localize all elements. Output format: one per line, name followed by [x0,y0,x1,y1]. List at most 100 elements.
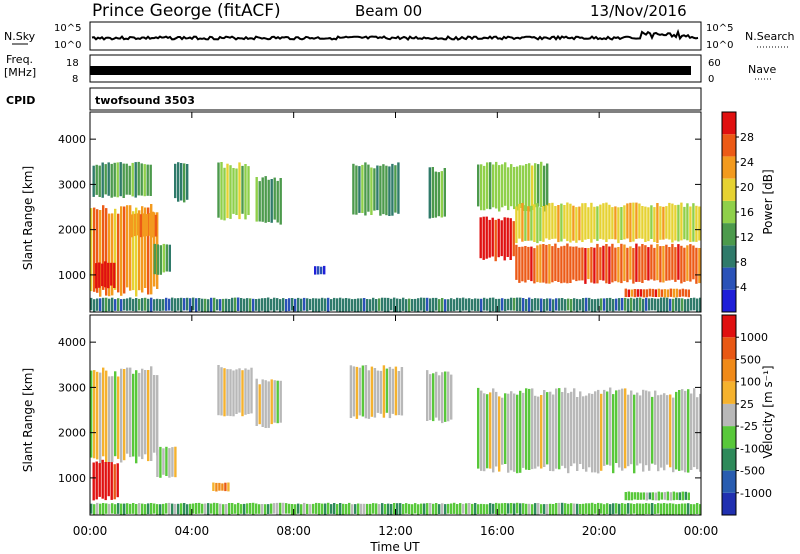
velocity-cell-region-6 [376,370,380,413]
colorbar-tick-label: 20 [740,181,754,194]
velocity-cell-region-10 [270,503,273,514]
velocity-cell-region-2 [174,446,177,478]
power-cell-region-16 [588,297,591,311]
velocity-cell-region-10 [219,503,222,515]
power-cell-region-13 [569,246,572,283]
power-cell-region-12 [503,217,506,261]
velocity-cell-region-10 [612,503,615,515]
power-cell-region-13 [575,246,578,282]
power-cell-region-12 [482,216,485,260]
power-cell-region-16 [642,298,645,312]
velocity-cell-region-10 [693,504,696,515]
velocity-cell-region-10 [273,503,276,514]
power-cell-region-16 [453,299,456,312]
power-cell-region-13 [524,246,527,283]
power-colorbar: 28 24 20 16 12 8 4 [721,111,754,313]
velocity-cell-region-10 [441,503,444,515]
power-cell-region-16 [420,297,423,311]
velocity-cell-region-9 [672,491,675,501]
power-cell-region-5 [186,164,189,200]
velocity-cell-region-8 [540,395,543,469]
power-cell-region-2 [137,161,140,196]
power-cell-region-10 [431,167,434,218]
freq-tick-top: 18 [66,58,79,69]
power-cell-region-16 [537,298,540,311]
power-cell-region-1 [98,262,101,288]
velocity-cell-region-5 [279,380,282,423]
velocity-cell-region-10 [279,502,282,515]
power-cell-region-2 [119,162,122,197]
velocity-cell-region-8 [588,393,591,468]
velocity-cell-region-10 [624,503,627,515]
power-cell-region-13 [692,245,695,280]
power-cell-region-16 [366,299,369,312]
power-cell-region-12 [491,217,494,257]
velocity-cell-region-10 [435,503,438,515]
power-cell-region-16 [381,297,384,311]
power-cell-region-14 [539,207,542,242]
power-cell-region-16 [132,298,135,311]
colorbar-tick-label: 500 [740,353,761,366]
velocity-cell-region-10 [333,503,336,515]
velocity-cell-region-10 [483,504,486,515]
power-cell-region-0 [102,205,105,290]
x-tick-label: 08:00 [276,524,311,538]
power-cell-region-0 [144,207,147,288]
power-cell-region-16 [567,298,570,311]
velocity-cell-region-10 [144,504,147,515]
power-cell-region-15 [663,289,666,298]
velocity-cell-region-0 [120,368,123,463]
velocity-cell-region-10 [285,503,288,514]
power-cell-region-16 [573,298,576,311]
power-cell-region-2 [128,165,131,195]
velocity-cell-region-9 [624,492,627,501]
colorbar-tick-label: -500 [740,465,765,478]
velocity-cell-region-10 [558,502,561,515]
velocity-cell-region-10 [282,502,285,514]
velocity-cell-region-7 [429,374,432,421]
velocity-cell-region-10 [114,504,117,514]
power-cell-region-16 [375,299,378,312]
velocity-cell-region-7 [447,371,450,422]
power-cell-region-16 [579,299,582,311]
y-tick-label: 1000 [58,269,86,282]
power-cell-region-16 [552,299,555,312]
velocity-cell-region-10 [429,503,432,515]
velocity-cell-region-10 [603,504,606,515]
power-cell-region-0 [117,213,120,293]
noise-trace [91,28,699,41]
power-cell-region-16 [339,297,342,312]
power-cell-region-11 [546,163,549,206]
power-cell-region-16 [348,298,351,312]
velocity-cell-region-10 [486,504,489,514]
velocity-cell-region-10 [450,503,453,514]
power-cell-region-13 [578,247,581,281]
power-cell-region-11 [507,167,510,211]
velocity-cell-region-10 [261,504,264,514]
power-cell-region-4 [153,243,156,275]
velocity-cell-region-0 [126,367,129,454]
velocity-cell-region-9 [660,492,663,500]
power-cell-region-16 [615,298,618,311]
velocity-cell-region-10 [474,503,477,515]
velocity-cell-region-8 [543,390,546,467]
power-axes: 4000 3000 2000 1000 [58,112,702,312]
power-cell-region-14 [545,204,548,239]
velocity-cell-region-10 [99,503,102,515]
velocity-cell-region-8 [504,393,507,464]
velocity-cell-region-10 [600,503,603,514]
velocity-cell-region-10 [210,503,213,514]
power-cell-region-14 [659,206,662,240]
velocity-cell-region-10 [180,503,183,515]
velocity-cell-region-0 [135,370,138,464]
power-cell-region-16 [210,297,213,312]
x-tick-label: 16:00 [480,524,515,538]
power-cell-region-14 [644,206,647,242]
velocity-cell-region-8 [519,390,522,473]
power-cell-region-14 [686,203,689,241]
power-cell-region-9 [391,163,394,216]
power-cell-region-16 [693,297,696,311]
velocity-cell-region-10 [513,503,516,515]
velocity-cell-region-9 [681,491,684,501]
